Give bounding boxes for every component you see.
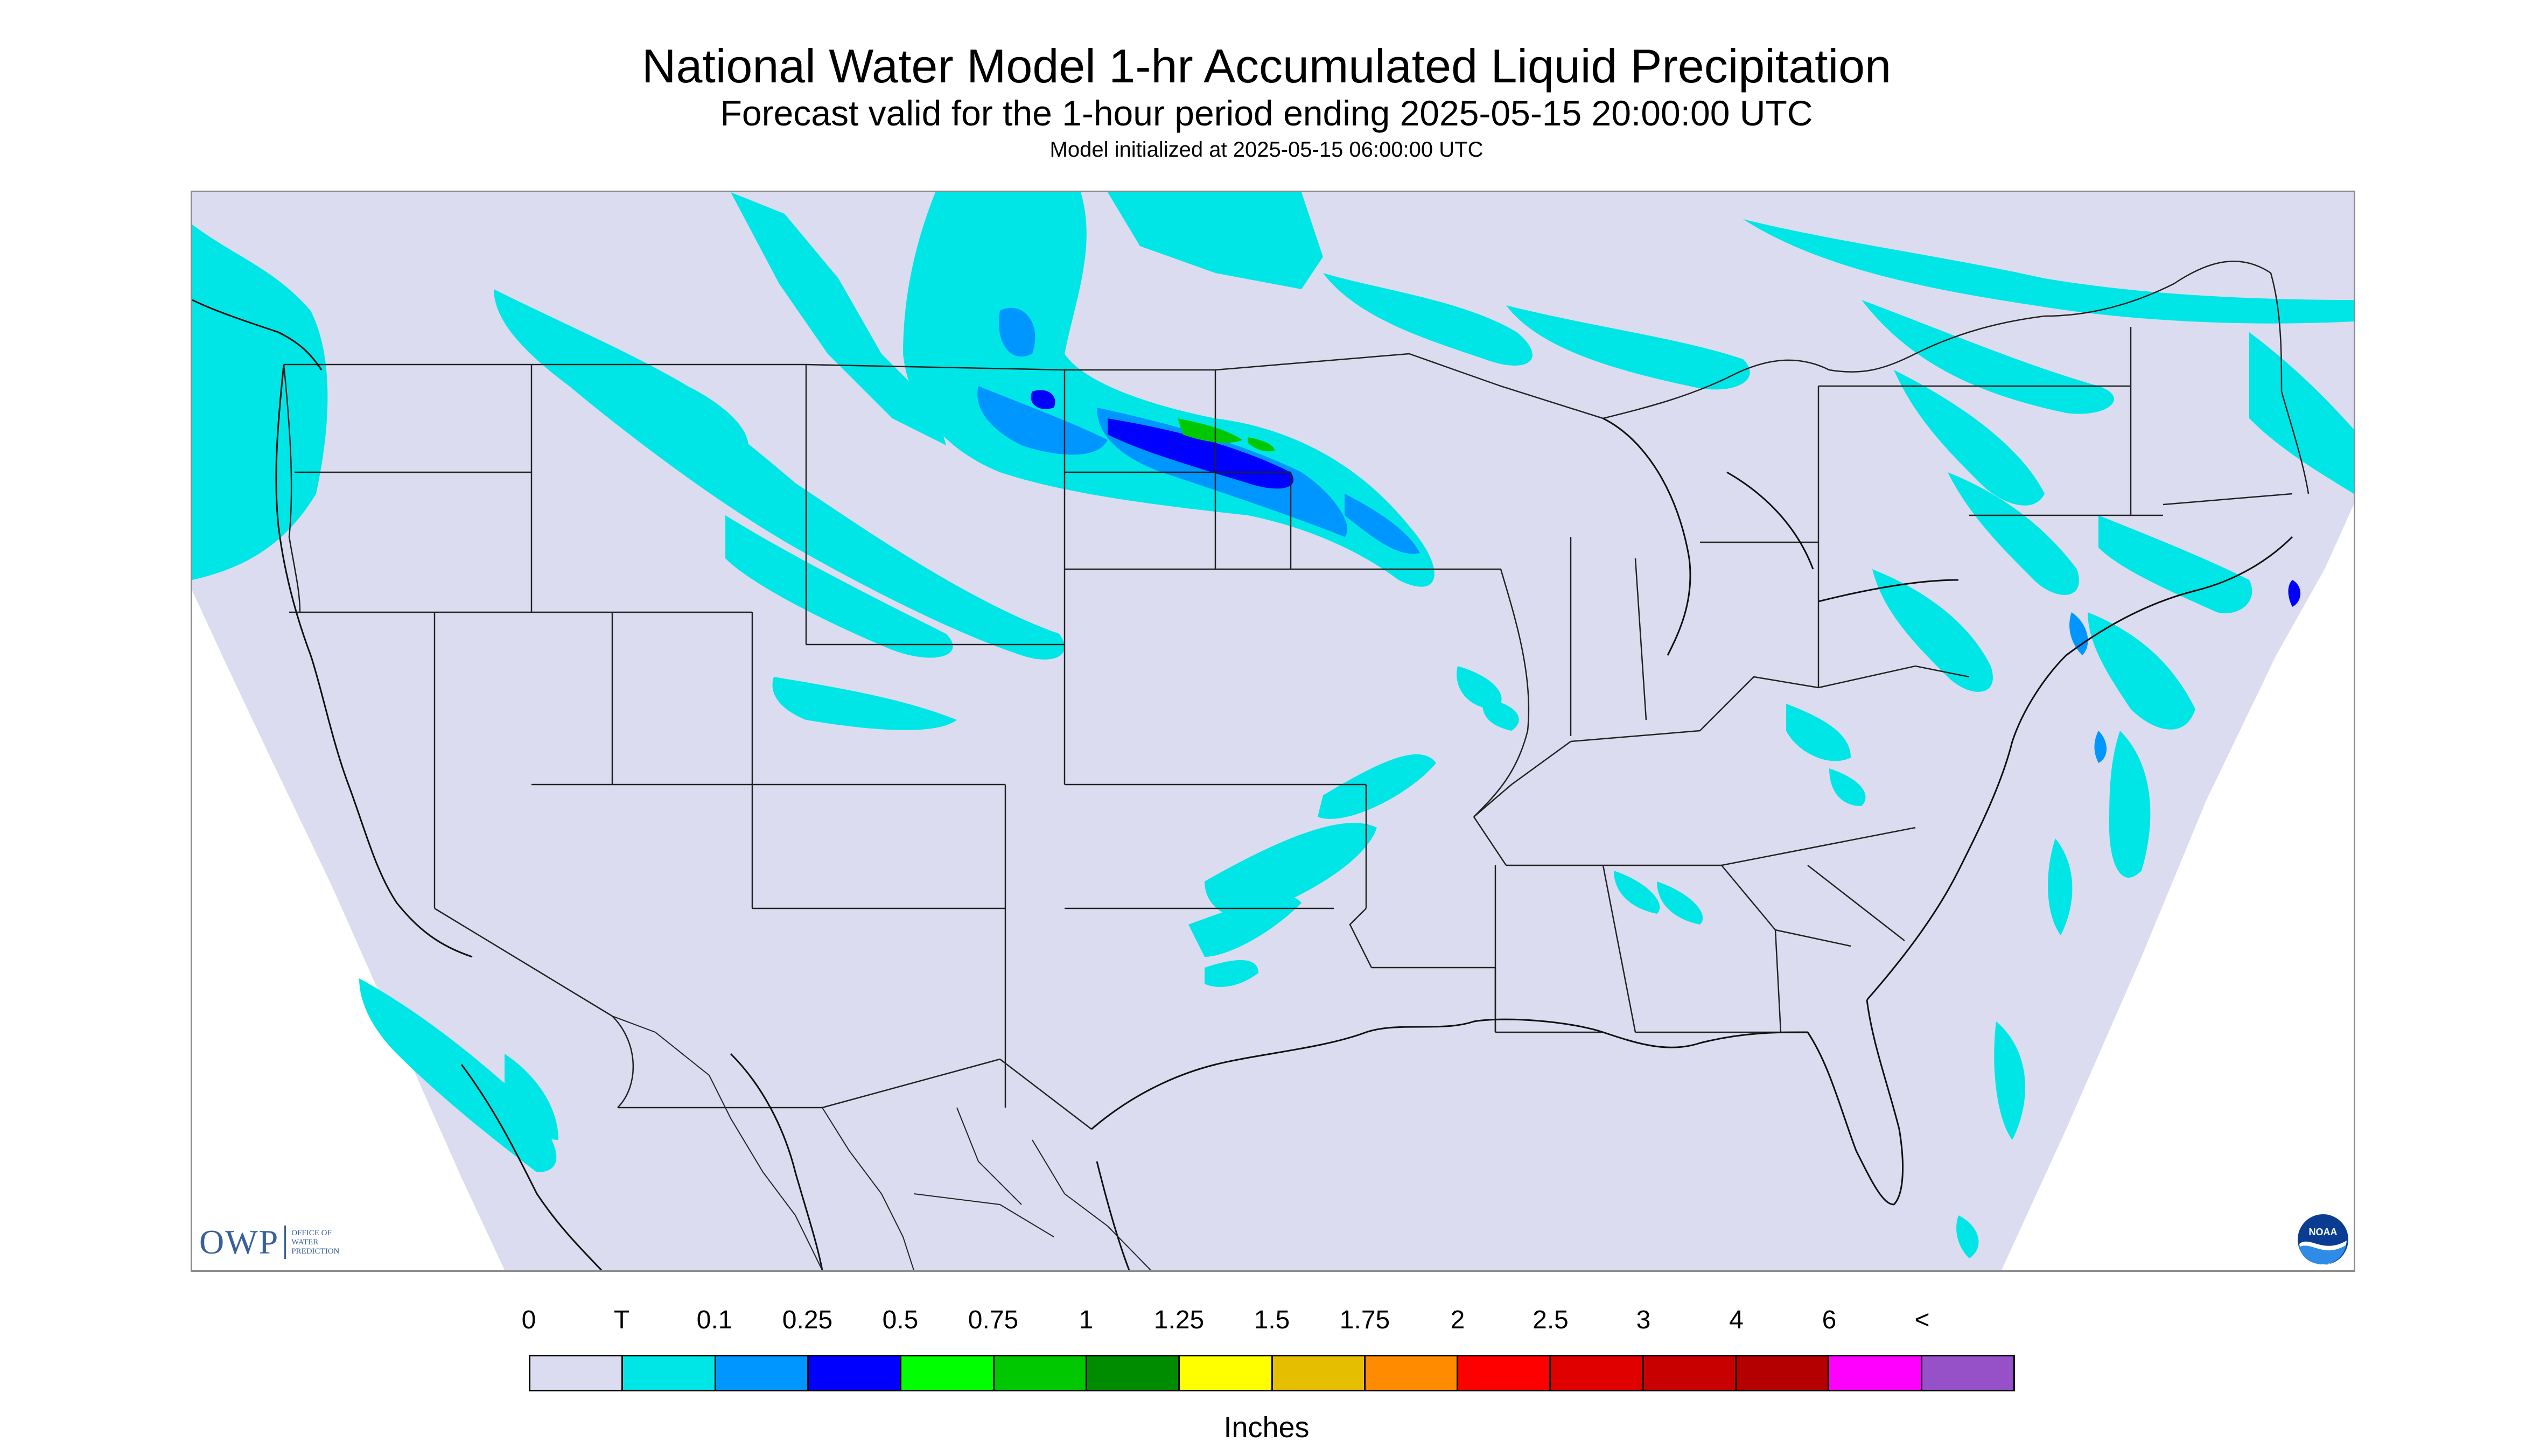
map-subtitle: Forecast valid for the 1-hour period end…	[720, 93, 1813, 133]
model-init-time: Model initialized at 2025-05-15 06:00:00…	[1049, 138, 1484, 162]
legend-swatch	[994, 1356, 1087, 1390]
legend-swatch	[1272, 1356, 1366, 1390]
noaa-logo: NOAA	[2296, 1213, 2350, 1266]
state-boundaries	[283, 260, 2310, 1130]
owp-logo-text: OFFICE OF WATER PREDICTION	[291, 1228, 340, 1256]
legend-tick-label: <	[1914, 1306, 1930, 1334]
legend-swatch	[1643, 1356, 1737, 1390]
legend-swatch	[1180, 1356, 1273, 1390]
legend-swatch	[1737, 1356, 1830, 1390]
legend-swatch	[1458, 1356, 1551, 1390]
legend-swatch	[808, 1356, 902, 1390]
precipitation-map	[191, 191, 2355, 1272]
precip-trace	[192, 192, 2354, 1258]
legend-tick-label: 1	[1079, 1306, 1094, 1334]
owp-logo-divider	[284, 1226, 286, 1259]
map-title: National Water Model 1-hr Accumulated Li…	[641, 39, 1892, 93]
legend-tick-label: 1.75	[1339, 1306, 1390, 1334]
legend-tick-label: 4	[1729, 1306, 1744, 1334]
legend-units-label: Inches	[1223, 1411, 1310, 1444]
legend-tick-label: 3	[1636, 1306, 1651, 1334]
legend-tick-label: 2	[1450, 1306, 1465, 1334]
noaa-logo-text: NOAA	[2309, 1227, 2338, 1237]
legend-swatch	[1551, 1356, 1644, 1390]
legend-swatch	[901, 1356, 995, 1390]
legend-color-bar	[529, 1355, 2015, 1391]
coastlines	[192, 299, 2293, 1270]
legend-swatch	[1365, 1356, 1459, 1390]
owp-logo-mark: OWP	[199, 1223, 279, 1261]
legend-tick-label: 0.5	[882, 1306, 919, 1334]
legend-swatch	[530, 1356, 624, 1390]
legend-swatch	[623, 1356, 716, 1390]
precip-heavy	[1178, 418, 1275, 452]
legend-tick-label: 0.25	[782, 1306, 833, 1334]
legend-tick-label: 1.25	[1153, 1306, 1205, 1334]
legend-tick-label: 0.75	[968, 1306, 1019, 1334]
legend-tick-label: 1.5	[1254, 1306, 1290, 1334]
legend-tick-label: 0	[521, 1306, 536, 1334]
legend-tick-label: T	[613, 1306, 630, 1334]
legend-swatch	[716, 1356, 809, 1390]
precip-moderate	[1031, 390, 2300, 607]
legend-swatch	[1922, 1356, 2013, 1390]
legend-swatch	[1829, 1356, 1922, 1390]
legend-tick-label: 2.5	[1533, 1306, 1569, 1334]
legend-tick-label: 0.1	[696, 1306, 733, 1334]
map-canvas	[192, 192, 2354, 1270]
legend-swatch	[1087, 1356, 1180, 1390]
mexico-boundaries	[612, 1016, 1151, 1270]
legend-tick-label: 6	[1822, 1306, 1837, 1334]
owp-logo: OWP OFFICE OF WATER PREDICTION	[199, 1222, 339, 1262]
